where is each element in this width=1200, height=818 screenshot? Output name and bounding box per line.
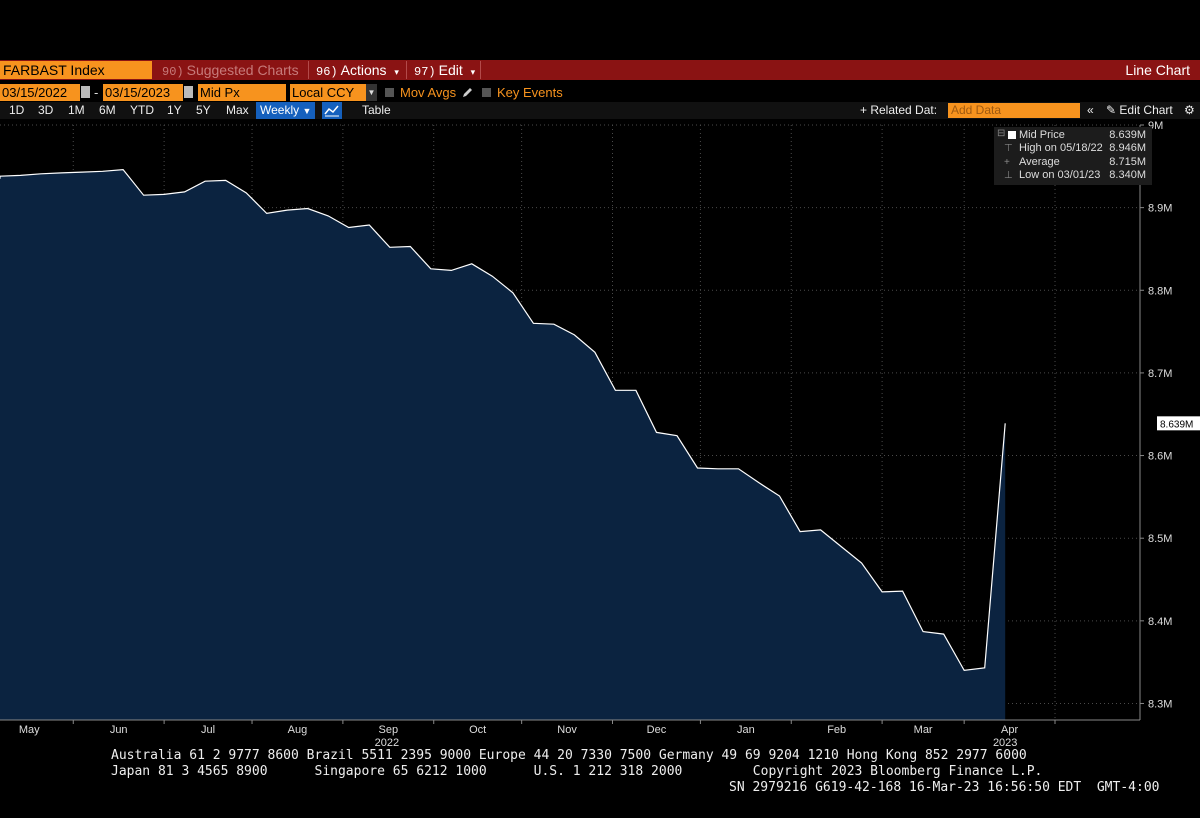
x-tick-label: Jul (201, 724, 215, 736)
x-tick-label: Mar (914, 724, 933, 736)
y-tick-label: 8.3M (1148, 698, 1172, 710)
pencil-icon[interactable] (461, 85, 473, 99)
x-tick-label: Nov (557, 724, 577, 736)
x-tick-label: Jan (737, 724, 755, 736)
high-marker-icon: ⊤ (1004, 143, 1013, 154)
footer: Australia 61 2 9777 8600 Brazil 5511 239… (0, 748, 1200, 818)
period-6m[interactable]: 6M (99, 103, 116, 117)
mov-avgs-label: Mov Avgs (400, 85, 457, 100)
edit-button[interactable]: 97) Edit ▾ (408, 60, 480, 80)
chevron-down-icon[interactable]: ▼ (366, 84, 377, 101)
toolbar-divider (308, 61, 309, 79)
actions-button[interactable]: 96) Actions ▾ (310, 60, 406, 80)
legend-high-row: ⊤ High on 05/18/22 8.946M (994, 142, 1152, 155)
suggested-charts-label: Suggested Charts (186, 62, 299, 78)
x-tick-label: Jun (110, 724, 128, 736)
pencil-icon: ✎ (1106, 103, 1117, 117)
key-events-label: Key Events (497, 85, 563, 100)
legend-high-value: 8.946M (1109, 142, 1146, 154)
edit-caret-icon: ▾ (470, 67, 476, 77)
legend-low-label: Low on 03/01/23 (1019, 169, 1101, 181)
y-tick-label: 8.4M (1148, 616, 1172, 628)
period-1m[interactable]: 1M (68, 103, 85, 117)
title-bar (0, 60, 1200, 80)
price-area (0, 169, 1006, 721)
legend-series-row[interactable]: ⊟ Mid Price 8.639M (994, 129, 1152, 142)
low-marker-icon: ⊥ (1004, 170, 1013, 181)
chevron-down-icon: ▼ (302, 106, 312, 116)
price-line (0, 168, 1006, 672)
add-data-input[interactable]: Add Data (948, 103, 1080, 118)
edit-chart-button[interactable]: ✎ Edit Chart (1106, 102, 1173, 119)
suggested-charts-button[interactable]: 90) Suggested Charts (156, 60, 306, 80)
price-field-select[interactable]: Mid Px (198, 84, 286, 101)
currency-select[interactable]: Local CCY (290, 84, 366, 101)
legend-series-value: 8.639M (1109, 129, 1146, 141)
x-tick-label: May (19, 724, 40, 736)
key-events-checkbox[interactable] (482, 88, 491, 97)
period-5y[interactable]: 5Y (196, 103, 211, 117)
actions-label: Actions (340, 62, 387, 78)
collapse-legend-icon[interactable]: ⊟ (997, 128, 1006, 139)
period-1d[interactable]: 1D (9, 103, 25, 117)
mov-avgs-checkbox[interactable] (385, 88, 394, 97)
legend-series-label: Mid Price (1019, 129, 1065, 141)
date-range-separator: - (94, 85, 99, 100)
edit-chart-label: Edit Chart (1119, 103, 1173, 117)
gear-icon[interactable]: ⚙ (1184, 103, 1195, 117)
calendar-icon[interactable] (184, 86, 193, 98)
start-date-field[interactable]: 03/15/2022 (0, 84, 80, 101)
x-tick-label: Sep (379, 724, 399, 736)
table-button[interactable]: Table (362, 103, 391, 117)
chart-legend: ⊟ Mid Price 8.639M ⊤ High on 05/18/22 8.… (994, 127, 1152, 185)
collapse-icon[interactable]: « (1087, 103, 1094, 117)
end-date-field[interactable]: 03/15/2023 (103, 84, 183, 101)
x-axis-band (0, 720, 1200, 749)
y-tick-label: 8.6M (1148, 451, 1172, 463)
year-label: 2023 (993, 737, 1017, 749)
average-marker-icon: + (1004, 157, 1010, 168)
toolbar-divider (480, 61, 481, 79)
period-1y[interactable]: 1Y (167, 103, 182, 117)
legend-low-value: 8.340M (1109, 169, 1146, 181)
footer-session-info: SN 2979216 G619-42-168 16-Mar-23 16:56:5… (729, 780, 1160, 795)
toolbar-divider (406, 61, 407, 79)
frequency-select[interactable]: Weekly ▼ (256, 102, 316, 119)
last-price-box (1157, 416, 1200, 431)
x-tick-label: Dec (647, 724, 667, 736)
suggested-charts-number: 90) (162, 65, 184, 79)
period-max[interactable]: Max (226, 103, 249, 117)
x-tick-label: Apr (1001, 724, 1018, 736)
related-data-button[interactable]: + Related Dat: (860, 103, 938, 117)
y-tick-label: 8.7M (1148, 368, 1172, 380)
legend-average-label: Average (1019, 156, 1060, 168)
y-tick-label: 8.5M (1148, 533, 1172, 545)
calendar-icon[interactable] (81, 86, 90, 98)
x-tick-label: Oct (469, 724, 486, 736)
frequency-label: Weekly (260, 103, 300, 117)
x-tick-label: Feb (827, 724, 846, 736)
edit-label: Edit (438, 62, 463, 78)
legend-average-value: 8.715M (1109, 156, 1146, 168)
legend-average-row: + Average 8.715M (994, 156, 1152, 169)
year-label: 2022 (375, 737, 399, 749)
actions-number: 96) (316, 65, 338, 79)
chart-type-label: Line Chart (1125, 62, 1190, 78)
y-tick-label: 8.8M (1148, 285, 1172, 297)
footer-contacts-line-2: Japan 81 3 4565 8900 Singapore 65 6212 1… (111, 764, 1043, 779)
actions-caret-icon: ▾ (394, 67, 399, 77)
period-ytd[interactable]: YTD (130, 103, 154, 117)
last-price-label: 8.639M (1160, 419, 1193, 430)
ticker-field[interactable]: FARBAST Index (0, 61, 152, 79)
footer-contacts-line: Australia 61 2 9777 8600 Brazil 5511 239… (111, 748, 1027, 763)
y-tick-label: 8.9M (1148, 203, 1172, 215)
legend-high-label: High on 05/18/22 (1019, 142, 1103, 154)
edit-number: 97) (414, 65, 436, 79)
x-tick-label: Aug (288, 724, 308, 736)
series-swatch (1008, 131, 1016, 139)
period-3d[interactable]: 3D (38, 103, 54, 117)
legend-low-row: ⊥ Low on 03/01/23 8.340M (994, 169, 1152, 182)
line-chart-icon[interactable] (322, 102, 342, 119)
